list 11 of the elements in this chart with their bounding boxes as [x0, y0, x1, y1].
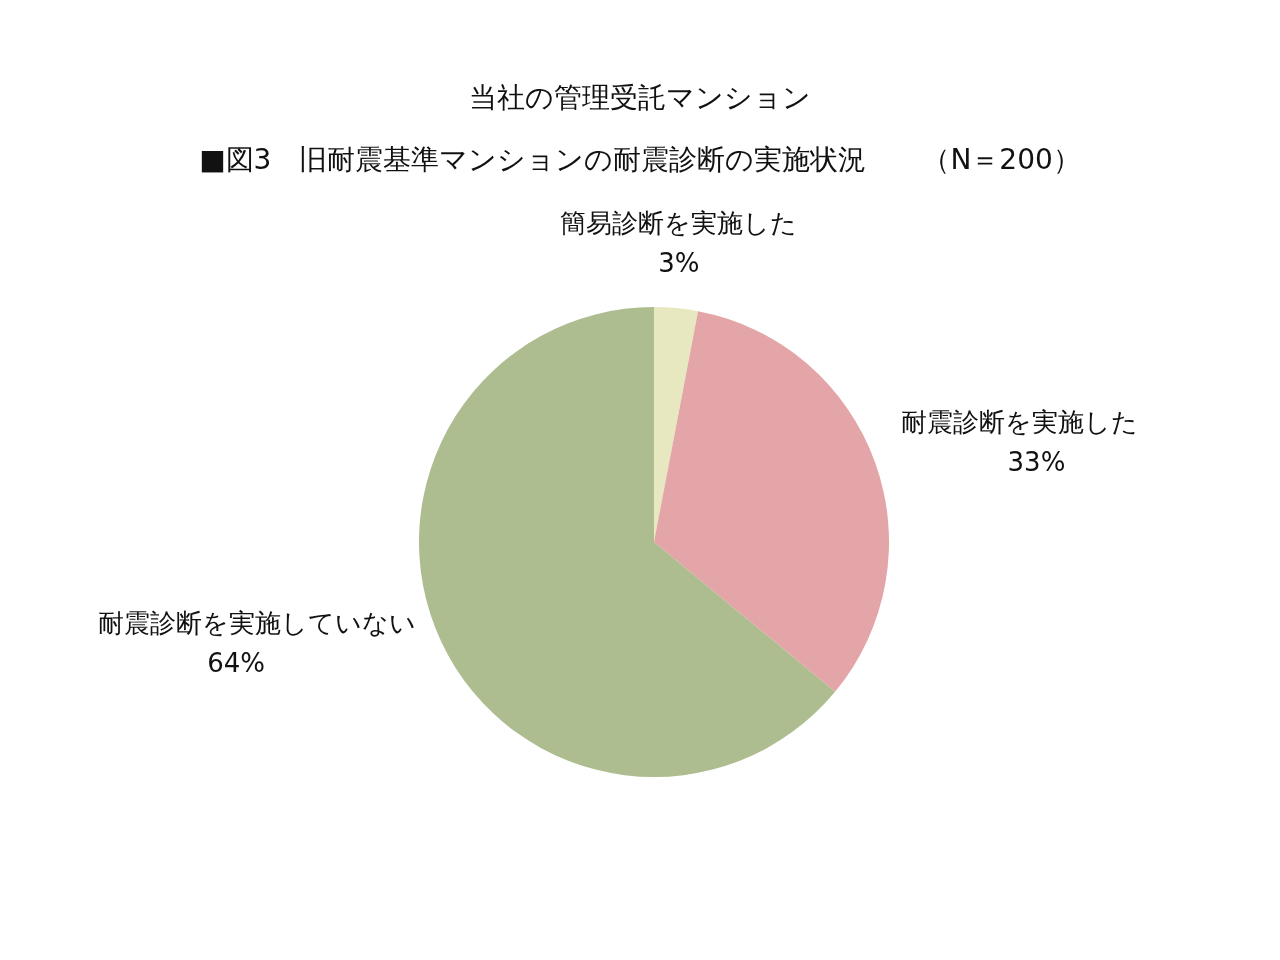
pie-slice — [654, 311, 889, 692]
slice-label: 簡易診断を実施した — [560, 208, 798, 239]
data-label: 33% — [1007, 446, 1066, 477]
data-label: 3% — [658, 248, 700, 279]
data-label: 64% — [207, 647, 265, 678]
slice-label: 耐震診断を実施した — [901, 406, 1139, 437]
pie-slice — [654, 307, 699, 542]
chart-subtitle: ■図3 旧耐震基準マンションの耐震診断の実施状況 （N＝200） — [198, 142, 1082, 178]
chart-title: 当社の管理受託マンション — [468, 80, 812, 116]
pie-slice — [419, 307, 836, 777]
slice-label: 耐震診断を実施していない — [98, 607, 417, 638]
